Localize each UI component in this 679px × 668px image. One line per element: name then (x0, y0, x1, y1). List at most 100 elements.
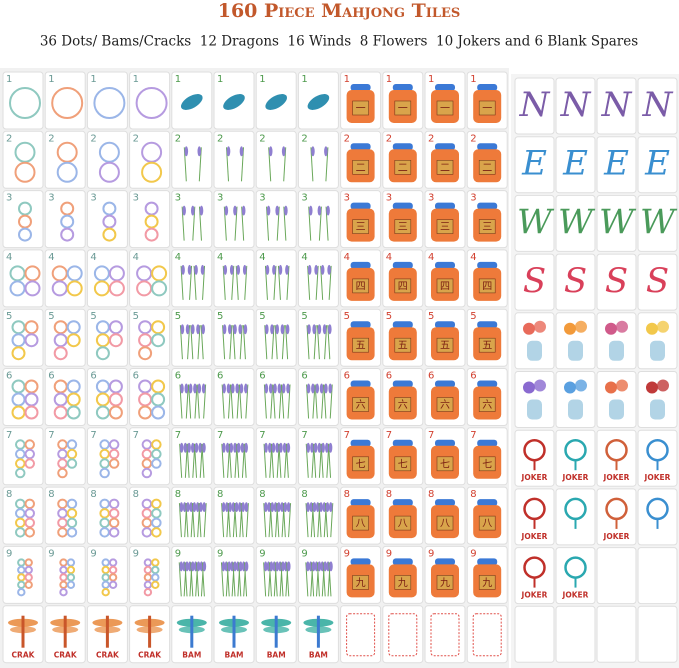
tile (297, 190, 339, 249)
flower-top (325, 502, 330, 513)
flower-top (179, 442, 184, 453)
dragon-label: CRAK (138, 651, 162, 660)
tile-number: 6 (301, 371, 307, 382)
tile-number: 8 (344, 489, 350, 500)
dot (141, 467, 153, 479)
flower-top (311, 146, 315, 157)
dot (108, 333, 123, 348)
tile (466, 605, 508, 664)
tile-number: 2 (217, 133, 223, 144)
tile-number: 1 (90, 74, 96, 85)
flower (575, 379, 587, 392)
tile-number: 6 (175, 371, 181, 382)
tile-number: 4 (133, 252, 139, 263)
tile (555, 194, 596, 252)
tile-number: 6 (428, 371, 434, 382)
tile-number: 5 (90, 311, 96, 322)
bow (435, 439, 455, 447)
tile-number: 8 (48, 489, 54, 500)
bow (477, 380, 498, 388)
flower-top (311, 383, 315, 394)
tile-number: 5 (301, 311, 307, 322)
tile (382, 605, 424, 664)
character: 四 (440, 281, 450, 292)
wind-letter: W (640, 202, 678, 242)
bird (180, 94, 203, 110)
tile (637, 488, 678, 546)
flower-top (285, 264, 289, 275)
label-box (394, 100, 412, 116)
flower-top (286, 561, 291, 572)
bow (477, 321, 498, 329)
tile-number: 5 (175, 311, 181, 322)
label-box (352, 219, 369, 234)
dot (151, 333, 166, 348)
label-box (394, 456, 412, 472)
wind-letter: S (646, 261, 669, 301)
bow (477, 84, 498, 91)
flower-top (191, 205, 195, 216)
wind-letter: E (644, 144, 670, 184)
wind-letter: W (599, 202, 637, 242)
dragon-label: BAM (225, 651, 244, 660)
joker-label: JOKER (521, 591, 548, 600)
tile-number: 9 (48, 548, 54, 559)
bow (477, 439, 498, 447)
tile (596, 77, 637, 135)
flower (575, 320, 587, 333)
tile (213, 486, 255, 545)
flower-top (192, 502, 197, 513)
joker-label: JOKER (562, 591, 589, 600)
tile-number: 7 (470, 430, 476, 441)
tile (596, 194, 637, 252)
tile-number: 2 (344, 133, 350, 144)
label-box (436, 575, 454, 590)
tile-number: 1 (175, 74, 181, 85)
character: 三 (440, 222, 450, 233)
tile-number: 5 (470, 311, 476, 322)
tile (637, 429, 678, 487)
dot (24, 565, 33, 575)
bow (392, 202, 413, 210)
flower-top (233, 442, 237, 453)
tile-number: 8 (428, 489, 434, 500)
bow (477, 261, 498, 269)
flower-top (273, 383, 277, 394)
tile-number: 4 (470, 252, 476, 263)
bow (392, 380, 413, 388)
tile-number: 4 (217, 252, 223, 263)
flower-top (179, 502, 184, 513)
flower-top (201, 324, 205, 335)
tile-number: 4 (344, 252, 350, 263)
label-box (436, 456, 454, 472)
dot (24, 527, 35, 538)
tile-number: 3 (90, 193, 96, 204)
tile-number: 2 (175, 133, 181, 144)
dot (24, 333, 39, 348)
flower (657, 379, 669, 392)
tile-number: 4 (259, 252, 265, 263)
dot (66, 333, 81, 348)
label-box (394, 515, 412, 531)
dot (108, 558, 118, 567)
tile-number: 5 (217, 311, 223, 322)
character: 二 (356, 163, 366, 174)
vase (568, 340, 583, 361)
character: 六 (398, 399, 408, 411)
flower-top (228, 324, 232, 335)
tile-number: 1 (217, 74, 223, 85)
flower-top (202, 502, 206, 513)
tile-number: 3 (217, 193, 223, 204)
character: 七 (356, 458, 366, 470)
tile-number: 7 (428, 430, 434, 441)
flower-top (227, 561, 232, 572)
tile-number: 6 (90, 371, 96, 382)
tile (555, 547, 596, 605)
dot (138, 346, 153, 361)
flower-top (238, 561, 243, 572)
flower-top (311, 561, 316, 572)
dot (151, 280, 168, 297)
tile (637, 136, 678, 194)
dragon-label: BAM (182, 651, 201, 660)
dot (24, 280, 41, 297)
